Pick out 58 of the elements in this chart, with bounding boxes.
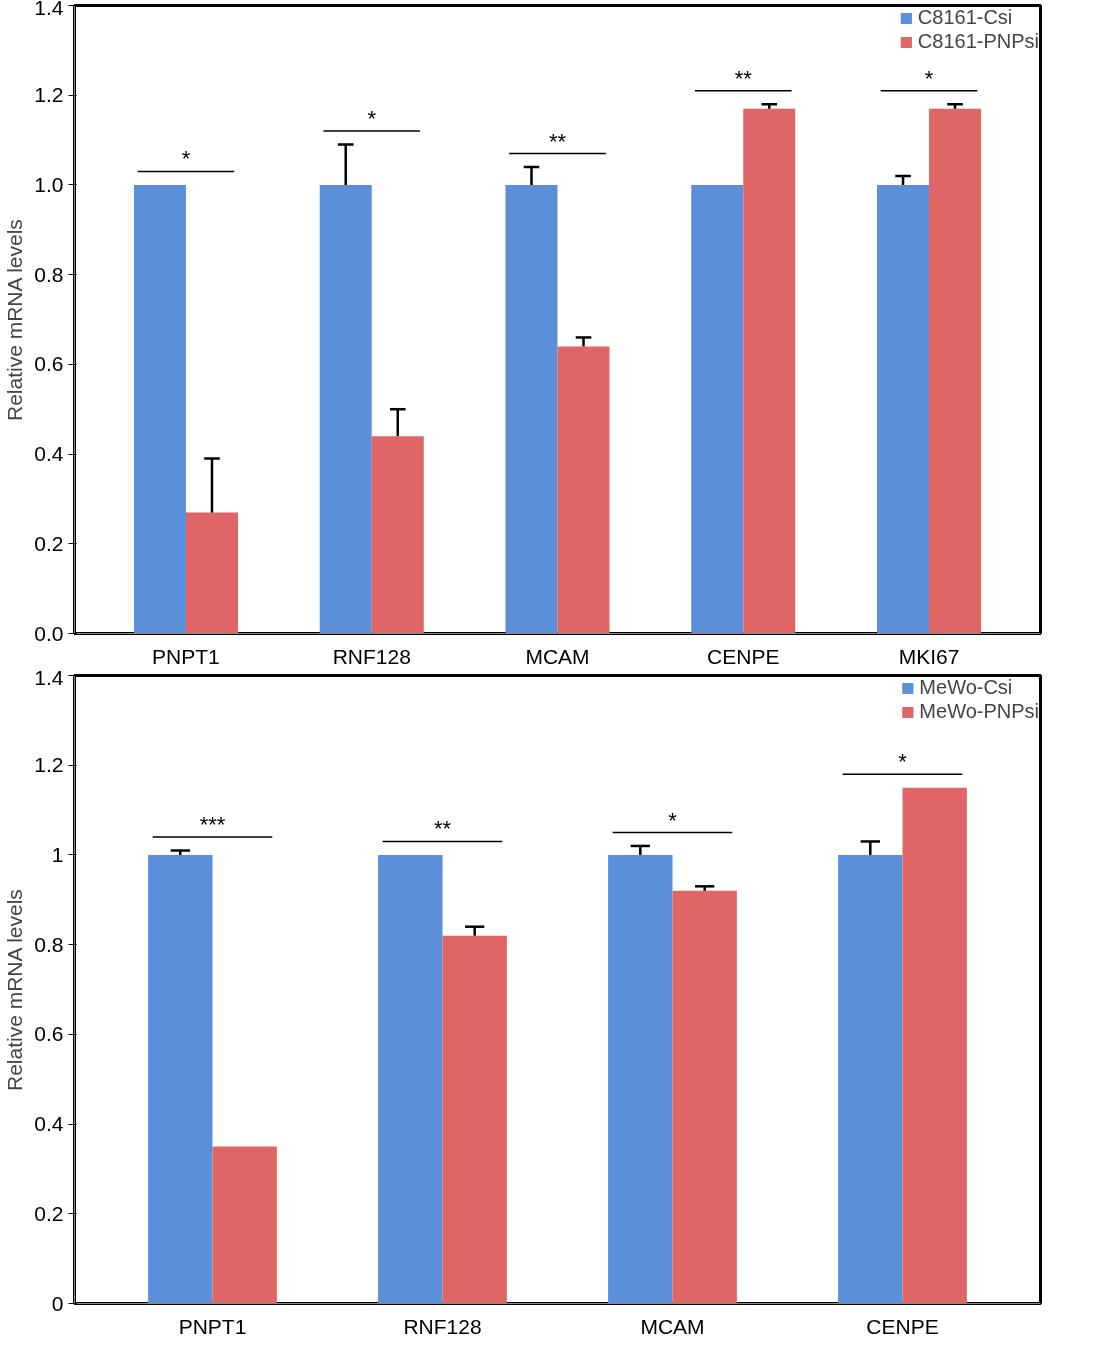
- x-tick-label: MKI67: [898, 644, 960, 668]
- bar: [838, 854, 903, 1304]
- y-tick-label: 1.2: [34, 83, 64, 107]
- y-tick-label: 0.8: [34, 262, 64, 286]
- annotation: *: [898, 749, 908, 775]
- y-tick-label: 0.2: [34, 1201, 64, 1225]
- y-tick-label: 0.8: [34, 932, 64, 956]
- y-tick-label: 0.4: [34, 442, 64, 466]
- bar: [608, 854, 673, 1304]
- bar: [505, 184, 558, 634]
- y-tick-label: 1.4: [34, 0, 64, 19]
- bar: [371, 436, 424, 634]
- annotation: *: [668, 807, 678, 833]
- x-tick-label: RNF128: [332, 644, 411, 668]
- y-axis-title: Relative mRNA levels: [3, 889, 27, 1092]
- legend-label: C8161-PNPsi: [917, 30, 1039, 53]
- x-tick-label: MCAM: [640, 1314, 705, 1338]
- annotation: *: [367, 106, 377, 132]
- bar: [185, 512, 238, 634]
- bar: [133, 184, 186, 634]
- y-tick-label: 0.2: [34, 531, 64, 555]
- legend-label: MeWo-PNPsi: [919, 700, 1039, 723]
- y-axis-title: Relative mRNA levels: [3, 219, 27, 422]
- annotation: *: [924, 65, 934, 91]
- y-tick-label: 0.0: [34, 621, 64, 645]
- bar: [929, 108, 982, 634]
- x-tick-label: PNPT1: [152, 644, 220, 668]
- x-tick-label: MCAM: [525, 644, 590, 668]
- bar: [557, 346, 610, 634]
- bar: [877, 184, 930, 634]
- bar: [691, 184, 744, 634]
- bar: [442, 935, 507, 1304]
- legend-label: C8161-Csi: [917, 6, 1013, 29]
- x-tick-label: RNF128: [403, 1314, 482, 1338]
- bar: [672, 890, 737, 1304]
- y-tick-label: 1: [51, 842, 64, 866]
- annotation: *: [181, 146, 191, 172]
- legend-label: MeWo-Csi: [919, 676, 1013, 699]
- bar: [212, 1146, 277, 1304]
- annotation: **: [433, 816, 452, 842]
- x-tick-label: CENPE: [707, 644, 780, 668]
- bar: [902, 787, 967, 1304]
- annotation: **: [734, 65, 753, 91]
- x-tick-label: PNPT1: [178, 1314, 247, 1338]
- y-tick-label: 1.2: [34, 753, 64, 777]
- y-tick-label: 0.6: [34, 1022, 64, 1046]
- bar: [378, 854, 443, 1304]
- y-tick-label: 1.4: [34, 665, 64, 689]
- bar: [319, 184, 372, 634]
- y-tick-label: 0.4: [34, 1112, 64, 1136]
- y-tick-label: 0: [51, 1291, 64, 1315]
- y-tick-label: 1.0: [34, 172, 64, 196]
- x-tick-label: CENPE: [866, 1314, 939, 1338]
- bar: [148, 854, 213, 1304]
- annotation: **: [548, 128, 567, 154]
- annotation: ***: [199, 811, 226, 837]
- bar: [743, 108, 796, 634]
- y-tick-label: 0.6: [34, 352, 64, 376]
